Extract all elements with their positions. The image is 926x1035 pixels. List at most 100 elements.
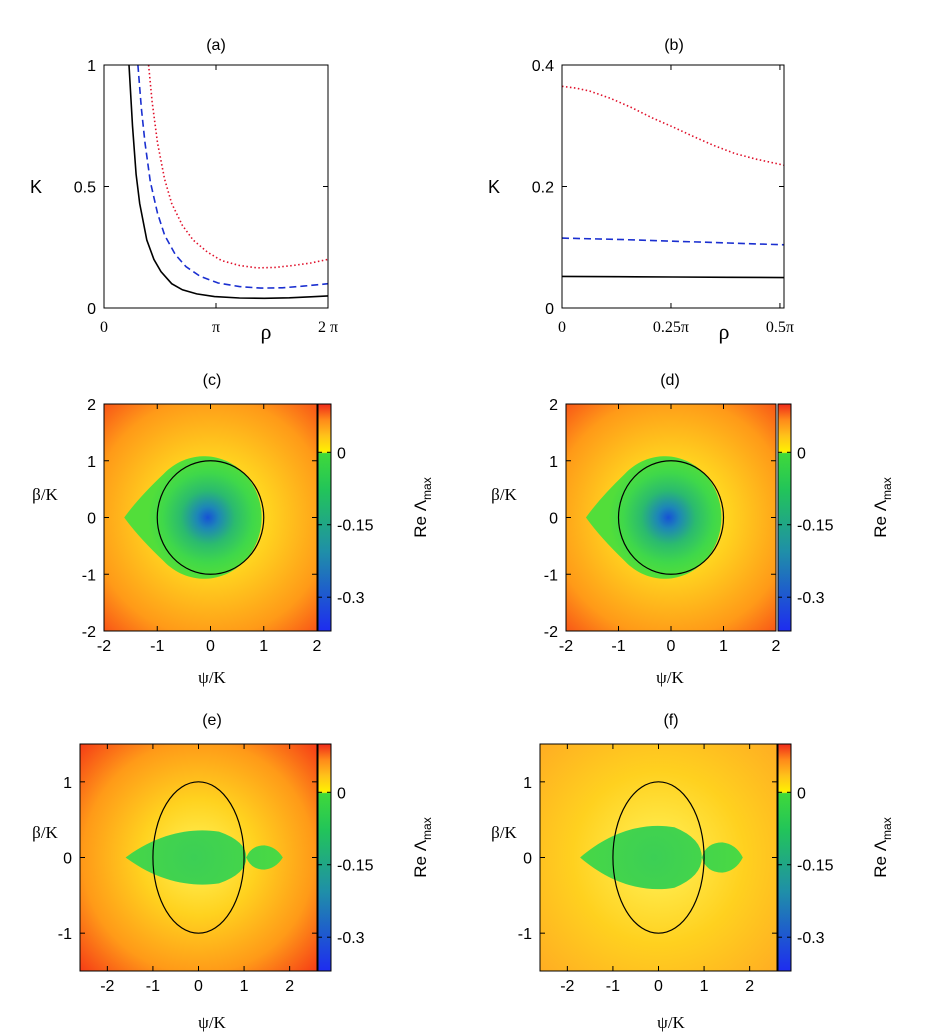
panel-d: (d) β/K ψ/K -2 -1 0 1 2 -2 -1 0 1 2 [491,372,780,687]
panel-f: (f) β/K ψ/K -2 -1 0 1 2 -1 0 1 [491,712,778,1032]
panel-e-xtick-label: 2 [285,978,294,995]
panel-d-ylabel: β/K [491,485,517,504]
panel-a-xtick-label: 0 [100,319,108,336]
panel-f-ytick-label: 0 [523,851,532,868]
panel-b-xtick-label: 0.5π [766,319,794,336]
panel-d-xtick-label: 1 [719,638,728,655]
panel-e-xtick-label: -1 [146,978,160,995]
panel-e-ticks: -2 -1 0 1 2 -1 0 1 [58,744,317,995]
colorbar-d-tick-label: -0.15 [797,518,834,535]
panel-c-stable-region [124,456,262,579]
colorbar-label-sub: max [880,817,894,840]
colorbar-label-sub: max [420,817,434,840]
panel-e-frame [79,743,318,972]
colorbar-c-label: Re Λmax [411,477,434,537]
panel-b-ylabel: K [488,177,500,197]
colorbar-label-sub: max [420,477,434,500]
panel-d-ytick-label: -2 [544,624,558,641]
colorbar-f-tick-label: -0.3 [797,930,825,947]
panel-c-ytick-label: 2 [87,397,96,414]
colorbar-e-label: Re Λmax [411,817,434,877]
panel-f-xtick-label: -1 [606,978,620,995]
panel-d-xlabel: ψ/K [656,668,684,687]
panel-b-ticks: 0 0.25π 0.5π 0 0.2 0.4 [532,58,794,336]
panel-e: (e) β/K ψ/K -2 -1 0 1 2 -1 0 1 [32,712,318,1032]
panel-c-ytick-label: -2 [82,624,96,641]
panel-f-xlabel: ψ/K [657,1013,685,1032]
colorbar-d: 0 -0.15 -0.3 Re Λmax [777,403,894,632]
panel-c-ytick-label: 1 [87,454,96,471]
panel-c-unit-circle [156,460,265,575]
panel-d-unit-circle [617,460,725,575]
colorbar-e-tick-label: 0 [337,785,346,802]
panel-a-ytick-label: 0 [87,301,96,318]
colorbar-c-tick-label: -0.3 [337,590,365,607]
colorbar-label-main: Re Λ [411,499,430,537]
panel-c-xtick-label: 2 [313,638,322,655]
colorbar-f: 0 -0.15 -0.3 Re Λmax [777,743,894,972]
panel-d-xtick-label: 2 [772,638,781,655]
panel-f-ytick-label: 1 [523,775,532,792]
panel-c-ytick-label: 0 [87,511,96,528]
panel-c-xlabel: ψ/K [198,668,226,687]
panel-d-stable-region [585,456,722,579]
panel-a-ytick-label: 1 [87,58,96,75]
panel-b-xtick-label: 0.25π [653,319,689,336]
panel-e-title: (e) [202,712,222,729]
panel-e-xtick-label: -2 [100,978,114,995]
colorbar-e-tick-label: -0.3 [337,930,365,947]
panel-d-ytick-label: 2 [549,397,558,414]
colorbar-c: 0 -0.15 -0.3 Re Λmax [317,403,434,632]
colorbar-c-tick-label: 0 [337,445,346,462]
colorbar-label-main: Re Λ [871,499,890,537]
panel-a-ytick-label: 0.5 [74,180,96,197]
panel-b-frame [561,64,785,309]
panel-d-xtick-label: 0 [667,638,676,655]
panel-c-xtick-label: 1 [259,638,268,655]
panel-a-frame [103,64,329,309]
colorbar-d-label: Re Λmax [871,477,894,537]
colorbar-e-bar [317,743,332,972]
panel-e-xtick-label: 0 [194,978,203,995]
panel-a-ylabel: K [30,177,42,197]
colorbar-e: 0 -0.15 -0.3 Re Λmax [317,743,434,972]
panel-d-title: (d) [660,372,680,389]
panel-e-xtick-label: 1 [240,978,249,995]
panel-b: (b) K ρ 0 0.25π 0.5π 0 0.2 0.4 [488,37,794,344]
panel-c-title: (c) [203,372,222,389]
panel-f-ytick-label: -1 [518,926,532,943]
panel-b-curves [561,85,785,279]
panel-c-xtick-label: -1 [150,638,164,655]
colorbar-label-sub: max [880,477,894,500]
panel-a-xtick-label: 2 π [318,319,338,336]
panel-d-ytick-label: -1 [544,567,558,584]
panel-b-curve-dashed [561,237,785,246]
colorbar-f-tick-label: 0 [797,785,806,802]
panel-b-ytick-label: 0 [545,301,554,318]
panel-e-ytick-label: 0 [63,851,72,868]
panel-c-ticks: -2 -1 0 1 2 -2 -1 0 1 2 [82,397,322,655]
panel-f-stable-region [580,825,743,890]
panel-a-curve-dotted [147,64,329,269]
colorbar-c-tick-label: -0.15 [337,518,374,535]
panel-e-ytick-label: -1 [58,926,72,943]
panel-b-xlabel: ρ [719,319,730,344]
panel-a-curve-solid [128,64,329,300]
colorbar-d-tick-label: 0 [797,445,806,462]
panel-f-ticks: -2 -1 0 1 2 -1 0 1 [518,744,777,995]
panel-a-title: (a) [206,37,226,54]
panel-a-curve-dashed [137,64,329,289]
panel-a-ticks: 0 π 2 π 0 0.5 1 [74,58,338,336]
panel-f-xtick-label: 1 [700,978,709,995]
panel-c-xtick-label: -2 [97,638,111,655]
panel-d-xtick-label: -2 [559,638,573,655]
panel-e-unit-ellipse [152,781,245,934]
colorbar-d-tick-label: -0.3 [797,590,825,607]
panel-f-title: (f) [663,712,678,729]
colorbar-e-tick-label: -0.15 [337,858,374,875]
panel-c-xtick-label: 0 [206,638,215,655]
panel-b-curve-dotted [561,85,785,166]
panel-f-ylabel: β/K [491,823,517,842]
